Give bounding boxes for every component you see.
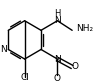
Text: N: N — [54, 16, 61, 25]
Text: N: N — [0, 45, 7, 54]
Text: O: O — [72, 62, 79, 71]
Text: H: H — [54, 9, 61, 18]
Text: NH₂: NH₂ — [76, 24, 93, 33]
Text: Cl: Cl — [20, 73, 29, 82]
Text: O: O — [54, 74, 61, 83]
Text: N: N — [54, 55, 61, 63]
